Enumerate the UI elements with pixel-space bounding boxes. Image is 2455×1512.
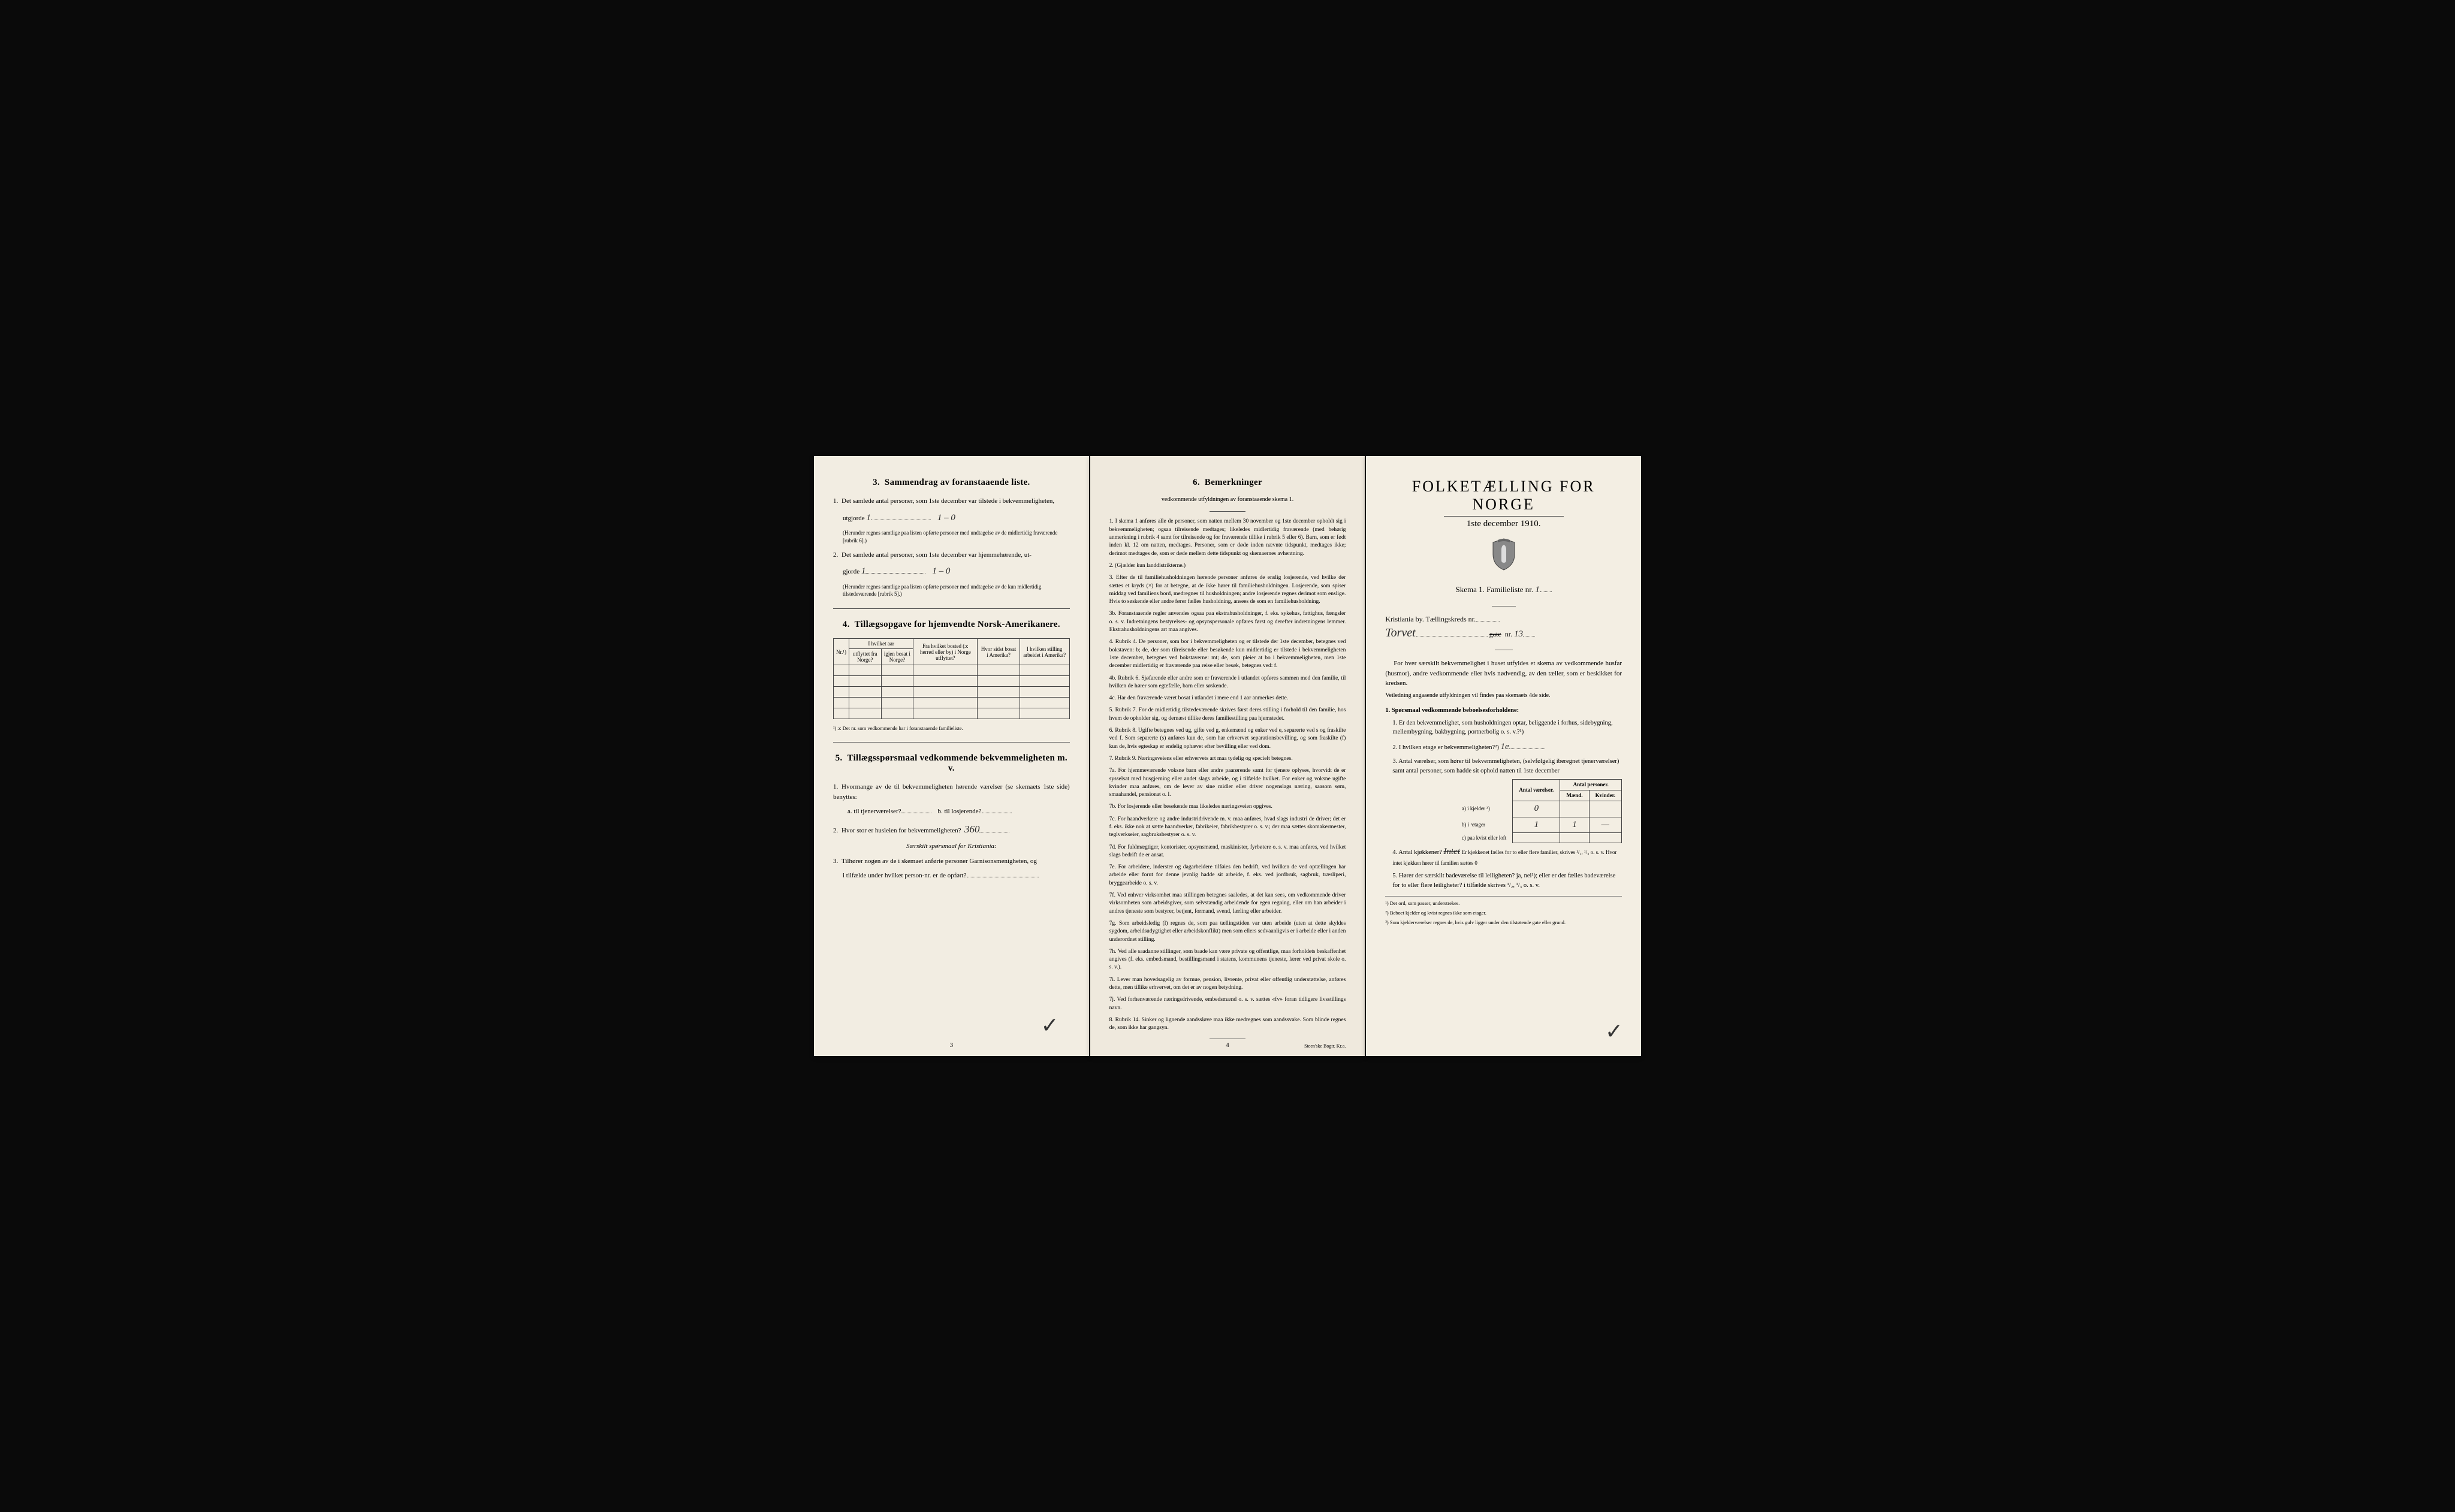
rule-item: 7b. For losjerende eller besøkende maa l…	[1109, 803, 1346, 811]
s3-note-1: (Herunder regnes samtlige paa listen opf…	[843, 529, 1070, 544]
s5-q2-sub: Særskilt spørsmaal for Kristiania:	[833, 841, 1070, 852]
intro-text: For hver særskilt bekvemmelighet i huset…	[1385, 659, 1622, 689]
rule-item: 7f. Ved enhver virksomhet maa stillingen…	[1109, 892, 1346, 916]
rule-item: 3. Efter de til familiehusholdningen hør…	[1109, 574, 1346, 606]
th-aar: I hvilket aar	[849, 639, 913, 649]
s3-item-2-fill: gjorde 1 1 – 0	[843, 565, 1070, 578]
table-row	[834, 698, 1070, 708]
rule-divider	[1210, 511, 1245, 512]
q5: 5. Hører der særskilt badeværelse til le…	[1392, 871, 1622, 889]
rule-item: 4. Rubrik 4. De personer, som bor i bekv…	[1109, 638, 1346, 670]
th-men: Mænd.	[1560, 790, 1589, 801]
city-line: Kristiania by. Tællingskreds nr.	[1385, 615, 1622, 624]
table-row	[834, 687, 1070, 698]
footnote-rule	[1385, 896, 1622, 897]
page-3: 3.Sammendrag av foranstaaende liste. 1.D…	[814, 456, 1089, 1055]
s5-q3: 3.Tilhører nogen av de i skemaet anførte…	[833, 856, 1070, 867]
rule-item: 4c. Har den fraværende været bosat i utl…	[1109, 695, 1346, 702]
rule-item: 7d. For fuldmægtiger, kontorister, opsyn…	[1109, 844, 1346, 860]
rule-item: 7a. For hjemmeværende voksne barn eller …	[1109, 767, 1346, 799]
rule-item: 7j. Ved forhenværende næringsdrivende, e…	[1109, 996, 1346, 1012]
rule-item: 4b. Rubrik 6. Sjøfarende eller andre som…	[1109, 675, 1346, 691]
s3-item-1-fill: utgjorde 1 1 – 0	[843, 511, 1070, 525]
page-1-cover: FOLKETÆLLING FOR NORGE 1ste december 191…	[1366, 456, 1641, 1055]
table-row	[834, 665, 1070, 676]
th-nr: Nr.¹)	[834, 639, 849, 665]
q2: 2. I hvilken etage er bekvemmeligheten?²…	[1392, 741, 1622, 754]
th-stilling: I hvilken stilling arbeidet i Amerika?	[1020, 639, 1069, 665]
s5-q2: 2.Hvor stor er husleien for bekvemmeligh…	[833, 822, 1070, 837]
page-number: 3	[950, 1042, 954, 1049]
q1: 1. Er den bekvemmelighet, som husholdnin…	[1392, 719, 1622, 737]
skema-line: Skema 1. Familieliste nr. 1	[1385, 585, 1622, 595]
th-amerika: Hvor sidst bosat i Amerika?	[978, 639, 1020, 665]
coat-of-arms-icon	[1385, 538, 1622, 574]
s5-q1ab: a. til tjenerværelser? b. til losjerende…	[848, 807, 1070, 817]
divider	[833, 742, 1070, 743]
title-rule	[1444, 516, 1564, 517]
intro-sub: Veiledning angaaende utfyldningen vil fi…	[1385, 691, 1622, 700]
document-spread: 3.Sammendrag av foranstaaende liste. 1.D…	[814, 456, 1641, 1055]
table-row: b) i ¹etager 1 1 —	[1456, 817, 1622, 833]
table-row: a) i kjelder ³) 0	[1456, 801, 1622, 817]
printer-mark: Steen'ske Bogtr. Kr.a.	[1304, 1043, 1346, 1049]
section-3-title: 3.Sammendrag av foranstaaende liste.	[833, 478, 1070, 488]
s5-q3-cont: i tilfælde under hvilket person-nr. er d…	[843, 871, 1070, 881]
s4-footnote: ¹) ɔ: Det nr. som vedkommende har i fora…	[833, 725, 1070, 731]
rule-item: 6. Rubrik 8. Ugifte betegnes ved ug, gif…	[1109, 727, 1346, 751]
amerikanere-table: Nr.¹) I hvilket aar Fra hvilket bosted (…	[833, 638, 1070, 719]
divider	[833, 608, 1070, 609]
main-title: FOLKETÆLLING FOR NORGE	[1385, 478, 1622, 514]
rule-item: 2. (Gjælder kun landdistrikterne.)	[1109, 562, 1346, 570]
s5-q1: 1.Hvormange av de til bekvemmeligheten h…	[833, 782, 1070, 802]
section-6-subtitle: vedkommende utfyldningen av foranstaaend…	[1109, 496, 1346, 503]
checkmark-icon: ✓	[1041, 1013, 1059, 1038]
s3-item-2: 2.Det samlede antal personer, som 1ste d…	[833, 550, 1070, 560]
q-heading: 1. Spørsmaal vedkommende beboelsesforhol…	[1385, 706, 1622, 715]
th-women: Kvinder.	[1589, 790, 1621, 801]
rule-item: 8. Rubrik 14. Sinker og lignende aandssl…	[1109, 1016, 1346, 1033]
rooms-table: Antal værelser. Antal personer. Mænd. Kv…	[1456, 779, 1622, 844]
rule-item: 7e. For arbeidere, inderster og dagarbei…	[1109, 864, 1346, 888]
fn3: ³) Som kjelderværelser regnes de, hvis g…	[1385, 919, 1622, 925]
th-rooms: Antal værelser.	[1513, 779, 1560, 801]
s3-note-2: (Herunder regnes samtlige paa listen opf…	[843, 583, 1070, 597]
th-bosat: igjen bosat i Norge?	[881, 649, 913, 665]
rule-item: 7h. Ved alle saadanne stillinger, som ba…	[1109, 948, 1346, 972]
q4: 4. Antal kjøkkener? Intet Er kjøkkenet f…	[1392, 846, 1622, 868]
checkmark-icon: ✓	[1605, 1019, 1623, 1044]
page-number: 4	[1226, 1042, 1229, 1049]
section-6-title: 6.Bemerkninger	[1109, 478, 1346, 488]
section-5-title: 5.Tillægsspørsmaal vedkommende bekvemmel…	[833, 753, 1070, 774]
s3-item-1: 1.Det samlede antal personer, som 1ste d…	[833, 496, 1070, 506]
section-4-title: 4.Tillægsopgave for hjemvendte Norsk-Ame…	[833, 620, 1070, 630]
fn1: ¹) Det ord, som passer, understrekes.	[1385, 900, 1622, 906]
census-date: 1ste december 1910.	[1385, 519, 1622, 529]
rule-item: 1. I skema 1 anføres alle de personer, s…	[1109, 518, 1346, 557]
street-line: Torvet gate nr. 13	[1385, 626, 1622, 640]
rule-item: 3b. Foranstaaende regler anvendes ogsaa …	[1109, 610, 1346, 634]
q3: 3. Antal værelser, som hører til bekvemm…	[1392, 757, 1622, 775]
rule-item: 7c. For haandverkere og andre industridr…	[1109, 816, 1346, 840]
rule-item: 7g. Som arbeidsledig (l) regnes de, som …	[1109, 920, 1346, 944]
table-row	[834, 676, 1070, 687]
th-utflyttet: utflyttet fra Norge?	[849, 649, 881, 665]
rule-item: 7i. Lever man hovedsagelig av formue, pe…	[1109, 976, 1346, 992]
rule-item: 5. Rubrik 7. For de midlertidig tilstede…	[1109, 707, 1346, 723]
rule-item: 7. Rubrik 9. Næringsveiens eller erhverv…	[1109, 755, 1346, 763]
rules-list: 1. I skema 1 anføres alle de personer, s…	[1109, 518, 1346, 1032]
table-row: c) paa kvist eller loft	[1456, 833, 1622, 843]
table-row	[834, 708, 1070, 719]
page-4: 6.Bemerkninger vedkommende utfyldningen …	[1090, 456, 1365, 1055]
th-bosted: Fra hvilket bosted (ɔ: herred eller by) …	[913, 639, 978, 665]
th-persons: Antal personer.	[1560, 779, 1622, 790]
questions-list: 1. Spørsmaal vedkommende beboelsesforhol…	[1385, 706, 1622, 890]
fn2: ²) Beboet kjelder og kvist regnes ikke s…	[1385, 910, 1622, 916]
